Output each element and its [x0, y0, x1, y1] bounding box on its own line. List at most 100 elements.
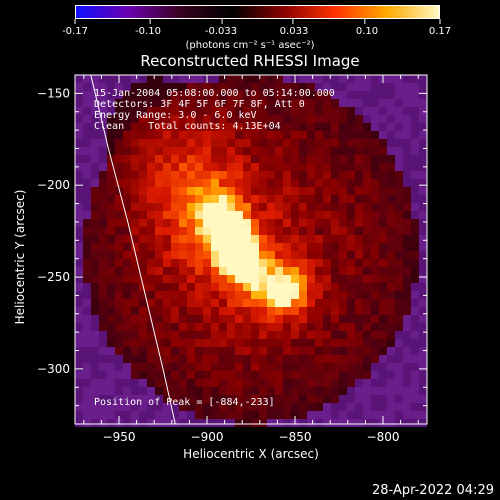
heatmap-cell	[331, 123, 339, 131]
heatmap-cell	[339, 115, 347, 123]
heatmap-cell	[99, 283, 107, 291]
heatmap-cell	[267, 107, 275, 115]
heatmap-cell	[355, 123, 363, 131]
heatmap-cell	[323, 91, 331, 99]
heatmap-cell	[275, 171, 283, 179]
heatmap-cell	[347, 163, 355, 171]
heatmap-cell	[107, 323, 115, 331]
heatmap-cell	[387, 379, 395, 387]
heatmap-cell	[179, 371, 187, 379]
heatmap-cell	[123, 339, 131, 347]
heatmap-cell	[379, 347, 387, 355]
heatmap-cell	[155, 387, 163, 395]
heatmap-cell	[403, 91, 411, 99]
heatmap-cell	[171, 243, 179, 251]
heatmap-cell	[275, 291, 283, 299]
heatmap-cell	[99, 363, 107, 371]
heatmap-cell	[147, 355, 155, 363]
heatmap-cell	[243, 123, 251, 131]
heatmap-cell	[275, 347, 283, 355]
heatmap-cell	[299, 251, 307, 259]
heatmap-cell	[307, 387, 315, 395]
heatmap-cell	[139, 83, 147, 91]
heatmap-cell	[83, 323, 91, 331]
heatmap-cell	[75, 395, 83, 403]
heatmap-cell	[107, 211, 115, 219]
heatmap-cell	[211, 371, 219, 379]
heatmap-cell	[155, 91, 163, 99]
heatmap-cell	[179, 203, 187, 211]
heatmap-cell	[331, 347, 339, 355]
colorbar-tick-label: 0.10	[355, 26, 379, 37]
heatmap-cell	[115, 347, 123, 355]
heatmap-cell	[267, 91, 275, 99]
heatmap-cell	[339, 163, 347, 171]
heatmap-cell	[283, 307, 291, 315]
heatmap-cell	[403, 387, 411, 395]
heatmap-cell	[419, 331, 427, 339]
heatmap-cell	[403, 291, 411, 299]
heatmap-cell	[75, 371, 83, 379]
heatmap-cell	[147, 115, 155, 123]
heatmap-cell	[315, 379, 323, 387]
heatmap-cell	[139, 211, 147, 219]
heatmap-cell	[275, 227, 283, 235]
heatmap-cell	[139, 339, 147, 347]
heatmap-cell	[195, 131, 203, 139]
heatmap-cell	[267, 363, 275, 371]
heatmap-cell	[187, 379, 195, 387]
heatmap-cell	[315, 99, 323, 107]
heatmap-cell	[339, 307, 347, 315]
heatmap-cell	[411, 99, 419, 107]
heatmap-cell	[371, 267, 379, 275]
heatmap-cell	[83, 75, 91, 83]
heatmap-cell	[107, 331, 115, 339]
heatmap-cell	[379, 379, 387, 387]
heatmap-cell	[395, 115, 403, 123]
heatmap-cell	[339, 283, 347, 291]
heatmap-cell	[235, 195, 243, 203]
heatmap-cell	[203, 403, 211, 411]
heatmap-cell	[387, 259, 395, 267]
heatmap-cell	[155, 171, 163, 179]
heatmap-cell	[187, 75, 195, 83]
heatmap-cell	[307, 123, 315, 131]
heatmap-cell	[291, 115, 299, 123]
heatmap-cell	[211, 99, 219, 107]
heatmap-cell	[339, 171, 347, 179]
heatmap-cell	[139, 291, 147, 299]
heatmap-cell	[203, 203, 211, 211]
heatmap-cell	[307, 291, 315, 299]
heatmap-cell	[339, 131, 347, 139]
heatmap-cell	[219, 419, 227, 427]
heatmap-cell	[115, 283, 123, 291]
heatmap-cell	[275, 403, 283, 411]
heatmap-cell	[163, 267, 171, 275]
heatmap-cell	[283, 147, 291, 155]
heatmap-cell	[131, 131, 139, 139]
heatmap-cell	[147, 363, 155, 371]
heatmap-cell	[131, 411, 139, 419]
heatmap-cell	[155, 219, 163, 227]
heatmap-cell	[299, 395, 307, 403]
heatmap-cell	[195, 91, 203, 99]
heatmap-cell	[115, 203, 123, 211]
heatmap-cell	[259, 107, 267, 115]
heatmap-cell	[195, 419, 203, 427]
heatmap-cell	[75, 419, 83, 427]
heatmap-cell	[275, 99, 283, 107]
heatmap-cell	[179, 171, 187, 179]
heatmap-cell	[259, 315, 267, 323]
heatmap-cell	[371, 419, 379, 427]
heatmap-cell	[387, 371, 395, 379]
heatmap-cell	[403, 259, 411, 267]
heatmap-cell	[155, 339, 163, 347]
heatmap-cell	[251, 131, 259, 139]
heatmap-cell	[75, 387, 83, 395]
heatmap-cell	[195, 187, 203, 195]
heatmap-cell	[299, 139, 307, 147]
heatmap-cell	[395, 163, 403, 171]
heatmap-cell	[331, 115, 339, 123]
heatmap-cell	[99, 195, 107, 203]
heatmap-cell	[339, 107, 347, 115]
